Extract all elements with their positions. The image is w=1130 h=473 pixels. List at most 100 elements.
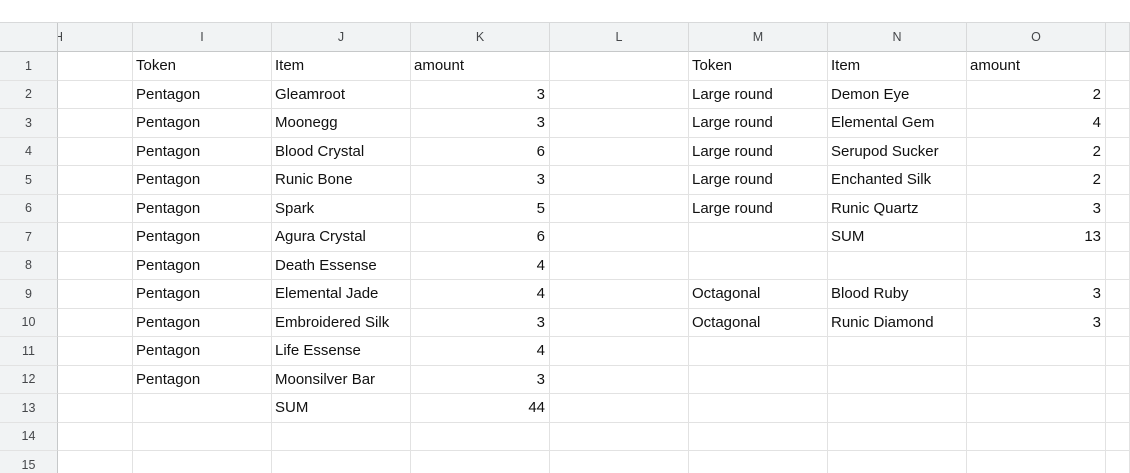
cell-I15[interactable] <box>133 451 272 473</box>
cell-L8[interactable] <box>550 251 689 280</box>
cell-partial4[interactable] <box>1106 137 1130 166</box>
cell-M12[interactable] <box>689 365 828 394</box>
cell-partial14[interactable] <box>1106 422 1130 451</box>
cell-O12[interactable] <box>967 365 1106 394</box>
cell-I11[interactable]: Pentagon <box>133 337 272 366</box>
row-header-11[interactable]: 11 <box>0 337 58 366</box>
cell-L13[interactable] <box>550 394 689 423</box>
cell-partial9[interactable] <box>1106 280 1130 309</box>
cell-I4[interactable]: Pentagon <box>133 137 272 166</box>
row-header-13[interactable]: 13 <box>0 394 58 423</box>
cell-H2[interactable] <box>58 80 133 109</box>
cell-H3[interactable] <box>58 109 133 138</box>
cell-M2[interactable]: Large round <box>689 80 828 109</box>
column-header-H[interactable]: H <box>58 23 133 52</box>
column-header-partial[interactable] <box>1106 23 1130 52</box>
cell-N8[interactable] <box>828 251 967 280</box>
cell-H9[interactable] <box>58 280 133 309</box>
cell-I3[interactable]: Pentagon <box>133 109 272 138</box>
cell-I8[interactable]: Pentagon <box>133 251 272 280</box>
cell-O7[interactable]: 13 <box>967 223 1106 252</box>
cell-I6[interactable]: Pentagon <box>133 194 272 223</box>
cell-L10[interactable] <box>550 308 689 337</box>
cell-M9[interactable]: Octagonal <box>689 280 828 309</box>
cell-partial8[interactable] <box>1106 251 1130 280</box>
row-header-5[interactable]: 5 <box>0 166 58 195</box>
cell-K1[interactable]: amount <box>411 52 550 81</box>
cell-O10[interactable]: 3 <box>967 308 1106 337</box>
column-header-M[interactable]: M <box>689 23 828 52</box>
row-header-1[interactable]: 1 <box>0 52 58 81</box>
cell-J6[interactable]: Spark <box>272 194 411 223</box>
cell-O15[interactable] <box>967 451 1106 473</box>
cell-O14[interactable] <box>967 422 1106 451</box>
cell-partial5[interactable] <box>1106 166 1130 195</box>
column-header-O[interactable]: O <box>967 23 1106 52</box>
cell-K10[interactable]: 3 <box>411 308 550 337</box>
row-header-3[interactable]: 3 <box>0 109 58 138</box>
cell-K7[interactable]: 6 <box>411 223 550 252</box>
cell-K13[interactable]: 44 <box>411 394 550 423</box>
cell-H6[interactable] <box>58 194 133 223</box>
cell-J3[interactable]: Moonegg <box>272 109 411 138</box>
select-all-corner[interactable] <box>0 23 58 52</box>
cell-J11[interactable]: Life Essense <box>272 337 411 366</box>
cell-O9[interactable]: 3 <box>967 280 1106 309</box>
cell-J5[interactable]: Runic Bone <box>272 166 411 195</box>
cell-J1[interactable]: Item <box>272 52 411 81</box>
row-header-8[interactable]: 8 <box>0 251 58 280</box>
cell-L5[interactable] <box>550 166 689 195</box>
cell-partial13[interactable] <box>1106 394 1130 423</box>
cell-N4[interactable]: Serupod Sucker <box>828 137 967 166</box>
cell-L1[interactable] <box>550 52 689 81</box>
cell-J12[interactable]: Moonsilver Bar <box>272 365 411 394</box>
cell-N3[interactable]: Elemental Gem <box>828 109 967 138</box>
cell-N14[interactable] <box>828 422 967 451</box>
cell-K6[interactable]: 5 <box>411 194 550 223</box>
cell-I7[interactable]: Pentagon <box>133 223 272 252</box>
cell-N5[interactable]: Enchanted Silk <box>828 166 967 195</box>
cell-M6[interactable]: Large round <box>689 194 828 223</box>
cell-K15[interactable] <box>411 451 550 473</box>
cell-K11[interactable]: 4 <box>411 337 550 366</box>
cell-H13[interactable] <box>58 394 133 423</box>
cell-I14[interactable] <box>133 422 272 451</box>
cell-O5[interactable]: 2 <box>967 166 1106 195</box>
row-header-4[interactable]: 4 <box>0 137 58 166</box>
column-header-I[interactable]: I <box>133 23 272 52</box>
cell-partial2[interactable] <box>1106 80 1130 109</box>
cell-M4[interactable]: Large round <box>689 137 828 166</box>
cell-N10[interactable]: Runic Diamond <box>828 308 967 337</box>
row-header-12[interactable]: 12 <box>0 365 58 394</box>
row-header-2[interactable]: 2 <box>0 80 58 109</box>
cell-I9[interactable]: Pentagon <box>133 280 272 309</box>
cell-M5[interactable]: Large round <box>689 166 828 195</box>
cell-I1[interactable]: Token <box>133 52 272 81</box>
cell-L14[interactable] <box>550 422 689 451</box>
cell-N7[interactable]: SUM <box>828 223 967 252</box>
cell-K12[interactable]: 3 <box>411 365 550 394</box>
cell-L3[interactable] <box>550 109 689 138</box>
cell-M1[interactable]: Token <box>689 52 828 81</box>
cell-L7[interactable] <box>550 223 689 252</box>
column-header-N[interactable]: N <box>828 23 967 52</box>
cell-J15[interactable] <box>272 451 411 473</box>
cell-H14[interactable] <box>58 422 133 451</box>
cell-L12[interactable] <box>550 365 689 394</box>
cell-N9[interactable]: Blood Ruby <box>828 280 967 309</box>
cell-O6[interactable]: 3 <box>967 194 1106 223</box>
cell-partial3[interactable] <box>1106 109 1130 138</box>
cell-I13[interactable] <box>133 394 272 423</box>
cell-L15[interactable] <box>550 451 689 473</box>
column-header-J[interactable]: J <box>272 23 411 52</box>
cell-O4[interactable]: 2 <box>967 137 1106 166</box>
cell-M3[interactable]: Large round <box>689 109 828 138</box>
cell-H5[interactable] <box>58 166 133 195</box>
cell-N11[interactable] <box>828 337 967 366</box>
cell-H1[interactable] <box>58 52 133 81</box>
cell-partial11[interactable] <box>1106 337 1130 366</box>
column-header-L[interactable]: L <box>550 23 689 52</box>
row-header-14[interactable]: 14 <box>0 422 58 451</box>
cell-O8[interactable] <box>967 251 1106 280</box>
cell-H8[interactable] <box>58 251 133 280</box>
